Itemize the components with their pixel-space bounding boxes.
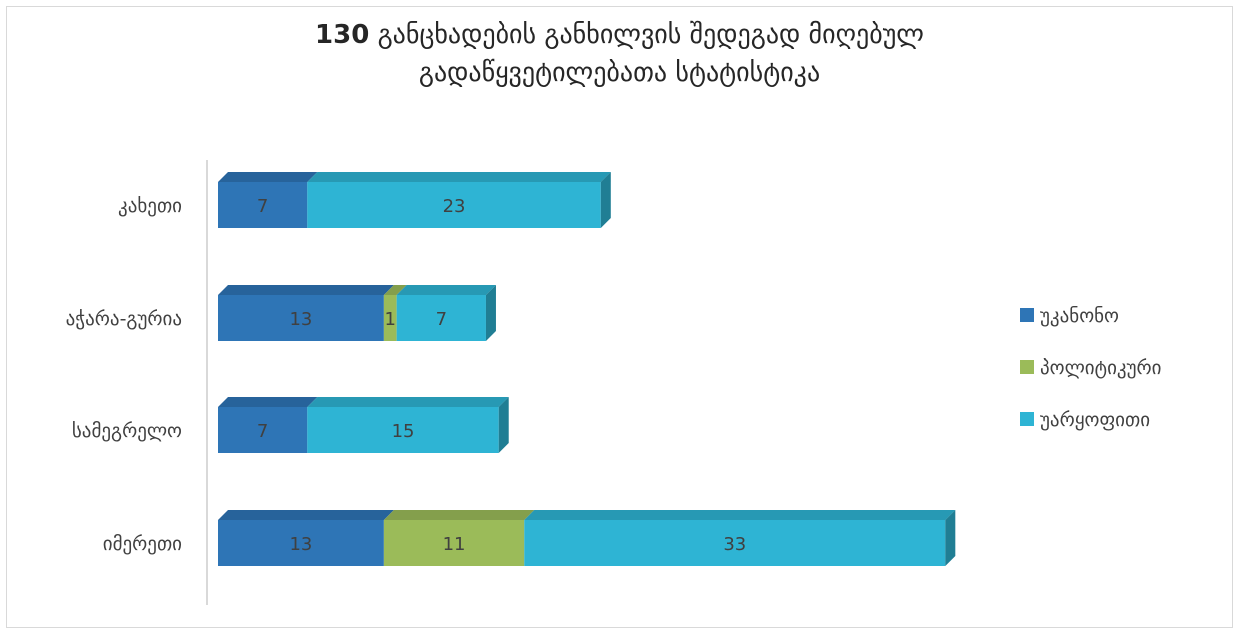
bar-segment [524, 510, 956, 566]
legend-swatch [1020, 412, 1034, 426]
value-label: 1 [385, 309, 396, 330]
bar-top-face [396, 285, 496, 295]
bar-top-face [307, 172, 611, 182]
category-label: კახეთი [118, 195, 182, 217]
bar-front-face [218, 295, 384, 341]
bar-top-face [307, 397, 509, 407]
value-label: 15 [392, 421, 415, 442]
bar-top-face [218, 510, 394, 520]
value-label: 13 [289, 309, 312, 330]
bar-front-face [524, 520, 946, 566]
bar-front-face [218, 407, 308, 453]
value-label: 7 [436, 309, 447, 330]
value-label: 7 [257, 421, 268, 442]
bar-front-face [307, 407, 499, 453]
bar-segment [307, 172, 611, 228]
bars [218, 172, 956, 566]
category-label: იმერეთი [103, 533, 182, 555]
value-label: 7 [257, 196, 268, 217]
value-label: 13 [289, 534, 312, 555]
legend: უკანონო პოლიტიკური უარყოფითი [1020, 305, 1162, 431]
bar-side-face [945, 510, 956, 566]
bar-segment [383, 510, 535, 566]
category-label: სამეგრელო [72, 420, 182, 442]
title-line-2: გადაწყვეტილებათა სტატისტიკა [418, 58, 821, 88]
bar-top-face [218, 172, 318, 182]
bar-front-face [218, 182, 308, 228]
bar-segment [383, 285, 407, 341]
bar-side-face [485, 285, 496, 341]
bar-segment [396, 285, 496, 341]
bar-front-face [218, 520, 384, 566]
title-line-1: განცხადების განხილვის შედეგად მიღებულ [377, 20, 924, 50]
legend-swatch [1020, 360, 1034, 374]
category-label: აჭარა-გურია [66, 308, 182, 330]
bar-segment [218, 172, 318, 228]
value-label: 33 [723, 534, 746, 555]
bar-top-face [218, 285, 394, 295]
legend-item: პოლიტიკური [1020, 357, 1162, 379]
title-number: 130 [315, 20, 370, 50]
bar-segment [307, 397, 509, 453]
bar-side-face [498, 397, 509, 453]
legend-label: უარყოფითი [1040, 409, 1150, 431]
bar-front-face [383, 520, 525, 566]
legend-swatch [1020, 308, 1034, 322]
bar-segment [218, 285, 394, 341]
legend-label: უკანონო [1040, 305, 1119, 327]
value-label: 23 [443, 196, 466, 217]
bar-top-face [383, 510, 535, 520]
legend-label: პოლიტიკური [1040, 357, 1162, 379]
bar-front-face [307, 182, 601, 228]
bar-segment [218, 510, 394, 566]
bar-top-face [383, 285, 407, 295]
chart-title: 130 განცხადების განხილვის შედეგად მიღებუ… [0, 16, 1239, 92]
bar-top-face [524, 510, 956, 520]
bar-top-face [218, 397, 318, 407]
value-label: 11 [443, 534, 466, 555]
labels: კახეთი 7 23 აჭარა-გურია 13 1 7 სამეგრელო 7 15 იმერ… [66, 195, 747, 555]
legend-item: უკანონო [1020, 305, 1119, 327]
bar-side-face [600, 172, 611, 228]
legend-item: უარყოფითი [1020, 409, 1150, 431]
bar-front-face [396, 295, 486, 341]
bar-front-face [383, 295, 397, 341]
bar-segment [218, 397, 318, 453]
